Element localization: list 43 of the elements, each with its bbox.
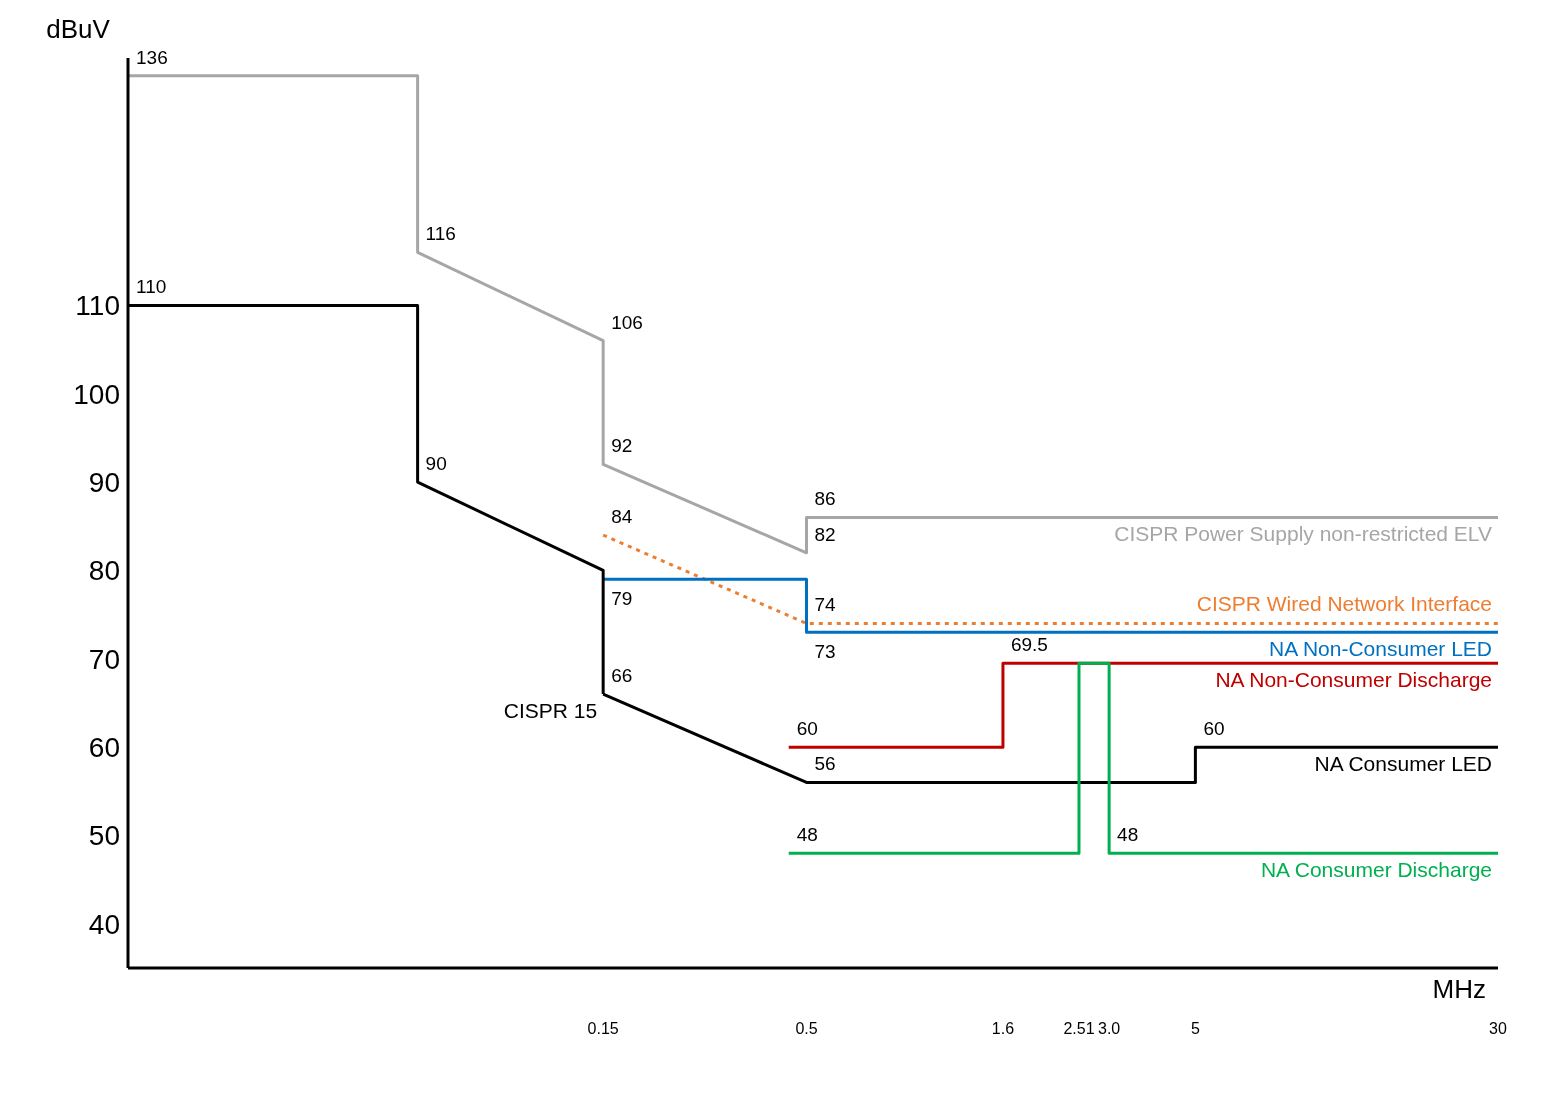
- data-label: 90: [425, 453, 447, 475]
- y-tick-label: 110: [75, 290, 120, 322]
- series-label: NA Non-Consumer LED: [1269, 637, 1492, 661]
- data-label: 116: [425, 223, 456, 245]
- series-label: NA Consumer Discharge: [1260, 858, 1492, 882]
- data-label: 92: [611, 435, 633, 457]
- data-label: 86: [814, 488, 836, 510]
- x-tick-label: 0.15: [587, 1020, 619, 1037]
- x-tick-label: 3.0: [1097, 1020, 1121, 1037]
- data-label: 136: [136, 46, 168, 68]
- x-tick-label: 5: [1190, 1020, 1200, 1037]
- data-label: 66: [611, 665, 633, 687]
- data-label: 74: [814, 594, 837, 616]
- data-label: 60: [1203, 718, 1225, 740]
- series-label: NA Consumer LED: [1314, 752, 1492, 776]
- data-label: 79: [611, 588, 633, 610]
- x-tick-label: 1.6: [991, 1020, 1015, 1037]
- y-tick-label: 100: [73, 378, 120, 410]
- data-label: 73: [814, 641, 836, 663]
- y-axis-title: dBuV: [46, 14, 111, 44]
- data-label: 48: [1117, 824, 1139, 846]
- series-label: CISPR 15: [503, 699, 598, 723]
- data-label: 106: [611, 311, 643, 333]
- x-axis-title: MHz: [1432, 974, 1486, 1005]
- data-label: 110: [136, 276, 167, 298]
- data-label: 69.5: [1010, 634, 1048, 656]
- data-label: 82: [814, 523, 836, 545]
- data-label: 48: [796, 824, 818, 846]
- y-tick-label: 90: [88, 467, 120, 499]
- series-label: CISPR Power Supply non-restricted ELV: [1114, 522, 1492, 546]
- x-tick-label: 0.5: [795, 1020, 818, 1037]
- series-label: NA Non-Consumer Discharge: [1215, 668, 1492, 692]
- data-label: 84: [611, 506, 633, 528]
- y-tick-label: 60: [88, 732, 120, 764]
- x-tick-label: 2.51: [1063, 1020, 1095, 1037]
- data-label: 60: [796, 718, 818, 740]
- series-label: CISPR Wired Network Interface: [1196, 592, 1492, 616]
- y-tick-label: 40: [88, 908, 120, 940]
- y-tick-label: 70: [88, 643, 120, 675]
- x-tick-label: 30: [1489, 1020, 1507, 1037]
- data-label: 56: [814, 753, 836, 775]
- y-tick-label: 50: [88, 820, 120, 852]
- y-tick-label: 80: [88, 555, 120, 587]
